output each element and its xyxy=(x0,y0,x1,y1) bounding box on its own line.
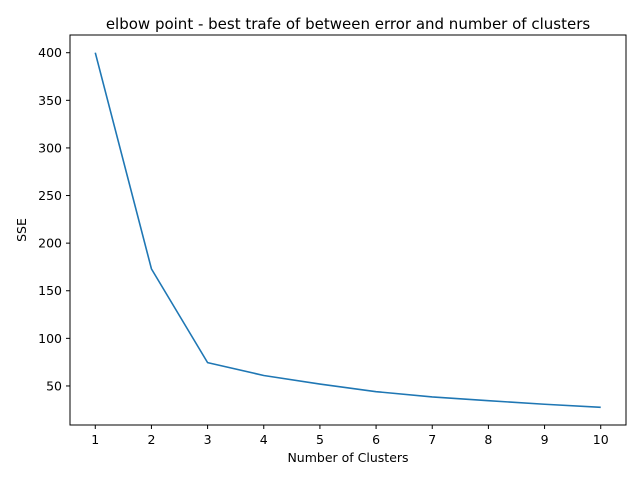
y-tick-label: 100 xyxy=(38,331,62,346)
x-tick-label: 6 xyxy=(372,432,380,447)
x-tick-label: 2 xyxy=(147,432,155,447)
series-line-0 xyxy=(94,52,601,409)
y-tick-label: 250 xyxy=(38,188,62,203)
x-tick-label: 7 xyxy=(428,432,436,447)
y-axis: 50 100 150 200 250 300 350 400 xyxy=(38,45,70,393)
chart-title: elbow point - best trafe of between erro… xyxy=(106,15,591,33)
x-tick-label: 10 xyxy=(593,432,609,447)
y-axis-label: SSE xyxy=(14,218,29,242)
y-tick-label: 150 xyxy=(38,283,62,298)
x-tick-label: 3 xyxy=(204,432,212,447)
x-axis: 1 2 3 4 5 6 7 8 9 10 xyxy=(91,425,609,447)
y-tick-label: 350 xyxy=(38,93,62,108)
x-tick-label: 5 xyxy=(316,432,324,447)
y-tick-label: 300 xyxy=(38,140,62,155)
x-tick-label: 9 xyxy=(541,432,549,447)
plot-area xyxy=(94,52,601,409)
x-tick-label: 4 xyxy=(260,432,268,447)
y-tick-label: 200 xyxy=(38,236,62,251)
axes-frame xyxy=(69,34,627,426)
y-tick-label: 400 xyxy=(38,45,62,60)
x-axis-label: Number of Clusters xyxy=(287,450,408,465)
x-tick-label: 1 xyxy=(91,432,99,447)
x-tick-label: 8 xyxy=(484,432,492,447)
y-tick-label: 50 xyxy=(46,378,62,393)
